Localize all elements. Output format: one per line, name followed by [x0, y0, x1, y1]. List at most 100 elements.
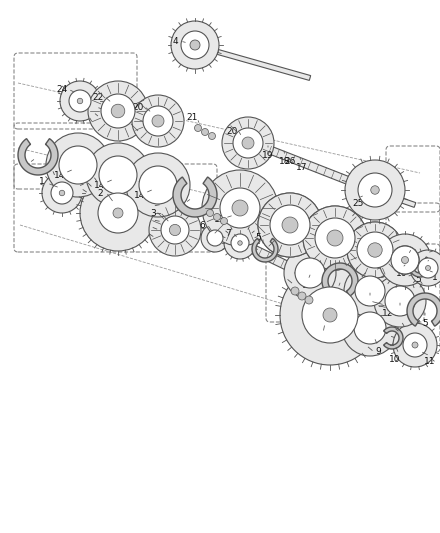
Circle shape	[222, 117, 274, 169]
Circle shape	[149, 204, 201, 256]
Text: 21: 21	[186, 114, 198, 123]
Text: 5: 5	[335, 288, 341, 297]
Text: 2: 2	[97, 189, 103, 198]
Circle shape	[233, 128, 263, 158]
Polygon shape	[394, 246, 419, 274]
Text: 14: 14	[94, 181, 106, 190]
Circle shape	[358, 173, 392, 207]
Circle shape	[305, 296, 313, 304]
Circle shape	[358, 233, 392, 267]
Polygon shape	[407, 293, 440, 326]
Polygon shape	[217, 50, 311, 80]
Circle shape	[132, 95, 184, 147]
Text: 14: 14	[302, 280, 314, 289]
Circle shape	[327, 230, 343, 246]
Circle shape	[242, 137, 254, 149]
Circle shape	[393, 323, 437, 367]
Text: 18: 18	[279, 157, 291, 166]
Text: 5: 5	[255, 232, 261, 241]
Circle shape	[113, 208, 123, 218]
Text: 20: 20	[226, 126, 238, 135]
Circle shape	[323, 308, 337, 322]
Circle shape	[213, 214, 220, 221]
Text: 12: 12	[379, 306, 391, 316]
Circle shape	[303, 206, 367, 270]
Polygon shape	[268, 146, 381, 197]
Circle shape	[357, 232, 393, 268]
Text: 5: 5	[21, 160, 27, 169]
Circle shape	[412, 342, 418, 348]
Circle shape	[46, 133, 110, 197]
Circle shape	[379, 234, 431, 286]
Circle shape	[282, 217, 298, 233]
Circle shape	[152, 115, 164, 127]
Text: 20: 20	[132, 102, 144, 111]
Circle shape	[59, 146, 97, 184]
Circle shape	[194, 125, 202, 132]
Circle shape	[344, 265, 396, 317]
Text: 17: 17	[296, 163, 308, 172]
Circle shape	[258, 193, 322, 257]
Polygon shape	[322, 263, 358, 296]
Text: 10: 10	[389, 356, 401, 365]
Text: 12: 12	[382, 309, 394, 318]
Circle shape	[169, 224, 180, 236]
Circle shape	[98, 193, 138, 233]
Circle shape	[303, 206, 367, 270]
Circle shape	[99, 156, 137, 194]
Circle shape	[354, 312, 386, 344]
Text: 11: 11	[424, 357, 436, 366]
Circle shape	[88, 81, 148, 141]
Text: 5: 5	[177, 200, 183, 209]
Circle shape	[355, 276, 385, 306]
Circle shape	[59, 190, 65, 196]
Circle shape	[161, 216, 189, 244]
Circle shape	[410, 250, 440, 286]
Text: 14: 14	[54, 171, 66, 180]
Circle shape	[220, 188, 260, 228]
Circle shape	[316, 219, 354, 257]
Circle shape	[51, 182, 73, 204]
Circle shape	[280, 265, 380, 365]
Circle shape	[425, 265, 430, 271]
Circle shape	[291, 287, 299, 295]
Circle shape	[295, 258, 325, 288]
Circle shape	[342, 300, 398, 356]
Text: 19: 19	[262, 150, 274, 159]
Polygon shape	[252, 238, 278, 262]
Text: 6: 6	[199, 221, 205, 230]
Circle shape	[69, 90, 91, 112]
Circle shape	[347, 222, 403, 278]
Circle shape	[258, 193, 322, 257]
Circle shape	[418, 258, 438, 278]
Circle shape	[284, 247, 336, 299]
Circle shape	[80, 175, 156, 251]
Circle shape	[191, 42, 198, 49]
Circle shape	[224, 227, 256, 259]
Polygon shape	[95, 203, 146, 222]
Circle shape	[270, 205, 310, 245]
Polygon shape	[384, 327, 403, 349]
Circle shape	[374, 275, 426, 327]
Text: 4: 4	[172, 36, 178, 45]
Circle shape	[201, 224, 229, 252]
Circle shape	[391, 246, 419, 274]
Text: 1: 1	[432, 273, 438, 282]
Circle shape	[347, 222, 403, 278]
Polygon shape	[173, 177, 217, 217]
Circle shape	[190, 40, 200, 50]
Circle shape	[232, 200, 248, 216]
Text: 9: 9	[375, 346, 381, 356]
Circle shape	[207, 230, 223, 246]
Circle shape	[371, 185, 379, 194]
Text: 10: 10	[396, 269, 408, 278]
Text: 25: 25	[352, 198, 364, 207]
Circle shape	[298, 292, 306, 300]
Circle shape	[238, 241, 242, 245]
Circle shape	[403, 333, 427, 357]
Polygon shape	[18, 139, 58, 175]
Circle shape	[206, 209, 213, 216]
Text: 16: 16	[406, 248, 418, 257]
Text: 14: 14	[134, 190, 146, 199]
Text: 24: 24	[56, 85, 68, 93]
